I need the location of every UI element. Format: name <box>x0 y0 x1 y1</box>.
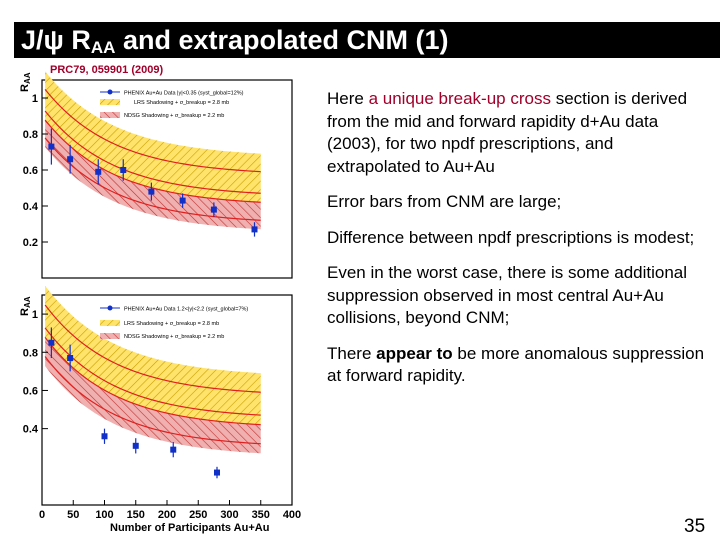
data-point <box>48 143 55 150</box>
xtick-label: 300 <box>220 509 238 521</box>
data-point <box>251 226 258 233</box>
top-legend-swatch-lrs <box>100 99 120 105</box>
data-point <box>48 339 55 346</box>
bottom-legend-2: LRS Shadowing + σ_breakup = 2.8 mb <box>124 321 219 327</box>
model-line <box>44 327 261 416</box>
p1-after: section is derived from the mid and forw… <box>327 89 688 176</box>
top-legend-swatch-ndsg <box>100 112 120 118</box>
paragraph-1: Here a unique break-up cross section is … <box>327 88 707 178</box>
xtick-label: 100 <box>95 509 113 521</box>
xtick-label: 250 <box>189 509 207 521</box>
bottom-legend-swatch-ndsg <box>100 333 120 339</box>
data-point <box>210 206 217 213</box>
lrs-band <box>45 285 261 425</box>
ytick-label: 0.6 <box>23 385 38 397</box>
data-point <box>95 168 102 175</box>
paragraph-2: Error bars from CNM are large; <box>327 192 562 211</box>
data-point <box>67 156 74 163</box>
top-legend-3: NDSG Shadowing + σ_breakup = 2.2 mb <box>124 113 224 119</box>
xtick-label: 350 <box>252 509 270 521</box>
top-yticks: 0.2 0.4 0.6 0.8 1 <box>23 93 48 249</box>
model-line <box>44 119 261 203</box>
lrs-band <box>45 71 261 203</box>
data-point <box>120 167 127 173</box>
data-point <box>101 433 108 440</box>
xtick-label: 400 <box>283 509 301 521</box>
bottom-xlabel: Number of Participants Au+Au <box>110 522 269 534</box>
ytick-label: 1 <box>32 93 38 105</box>
p5-after: be more anomalous suppression at forward… <box>327 343 705 386</box>
ytick-label: 1 <box>32 309 38 321</box>
bottom-legend: PHENIX Au+Au Data 1.2<|y|<2.2 (syst_glob… <box>100 305 248 340</box>
bottom-bands <box>44 285 261 454</box>
p1-before: Here <box>327 89 369 108</box>
xtick-label: 0 <box>39 509 45 521</box>
ytick-label: 0.4 <box>23 424 39 436</box>
data-point <box>179 197 186 204</box>
top-ylabel: RAA <box>19 72 32 92</box>
model-line <box>44 356 261 445</box>
bottom-legend-swatch-lrs <box>100 320 120 326</box>
ytick-label: 0.6 <box>23 165 38 177</box>
xtick-label: 150 <box>127 509 145 521</box>
paragraph-3: Difference between npdf prescriptions is… <box>327 227 695 247</box>
page-number: 35 <box>684 516 706 537</box>
xtick-label: 200 <box>158 509 176 521</box>
data-point <box>170 446 177 453</box>
data-point <box>132 442 139 449</box>
model-line <box>44 137 261 221</box>
bottom-panel: RAA 0.40.60.81 0 50 100 150 200 250 300 350 400 … <box>19 285 301 534</box>
ytick-label: 0.8 <box>23 347 38 359</box>
ytick-label: 0.8 <box>23 129 38 141</box>
paragraph-4: Even in the worst case, there is some ad… <box>327 263 688 327</box>
data-point <box>67 355 74 361</box>
top-points <box>48 128 258 237</box>
xtick-label: 50 <box>67 509 79 521</box>
top-legend-2: LRS Shadowing + σ_breakup = 2.8 mb <box>134 100 229 106</box>
ndsg-band <box>45 119 261 230</box>
ytick-label: 0.2 <box>23 237 38 249</box>
ytick-label: 0.4 <box>23 201 39 213</box>
bottom-xticks: 0 50 100 150 200 250 300 350 400 <box>39 500 301 521</box>
citation: PRC79, 059901 (2009) <box>50 64 164 76</box>
bottom-legend-3: NDSG Shadowing + σ_breakup = 2.2 mb <box>124 334 224 340</box>
data-point <box>214 469 220 476</box>
bottom-points <box>48 327 220 479</box>
p1-highlight: a unique break-up cross <box>368 89 551 108</box>
p5-before: There <box>327 343 377 363</box>
top-bands <box>44 71 261 230</box>
paragraph-5: There appear to be more anomalous suppre… <box>327 343 707 388</box>
p5-bold: appear to <box>376 343 453 363</box>
ndsg-band <box>45 337 261 454</box>
top-legend-1: PHENIX Au+Au Data |y|<0.35 (syst_global=… <box>124 91 244 97</box>
title-sub: AA <box>90 38 116 57</box>
model-line <box>44 110 261 194</box>
title-main: J/ψ R <box>21 25 91 55</box>
model-line <box>44 337 261 426</box>
model-line <box>44 304 261 393</box>
title-rest: and extrapolated CNM (1) <box>115 25 449 55</box>
bottom-legend-1: PHENIX Au+Au Data 1.2<|y|<2.2 (syst_glob… <box>124 307 248 313</box>
top-legend: PHENIX Au+Au Data |y|<0.35 (syst_global=… <box>100 89 244 119</box>
bottom-ylabel: RAA <box>19 296 32 316</box>
top-panel: RAA 0.2 0.4 0.6 0.8 1 PHENIX Au+Au Data |y|<… <box>19 71 293 279</box>
slide-title: J/ψ RAA and extrapolated CNM (1) <box>14 22 720 58</box>
data-point <box>148 188 155 195</box>
body-text: Here a unique break-up cross section is … <box>327 88 707 401</box>
model-line <box>44 89 261 173</box>
bottom-yticks: 0.4 0.6 0.8 1 <box>23 309 48 436</box>
